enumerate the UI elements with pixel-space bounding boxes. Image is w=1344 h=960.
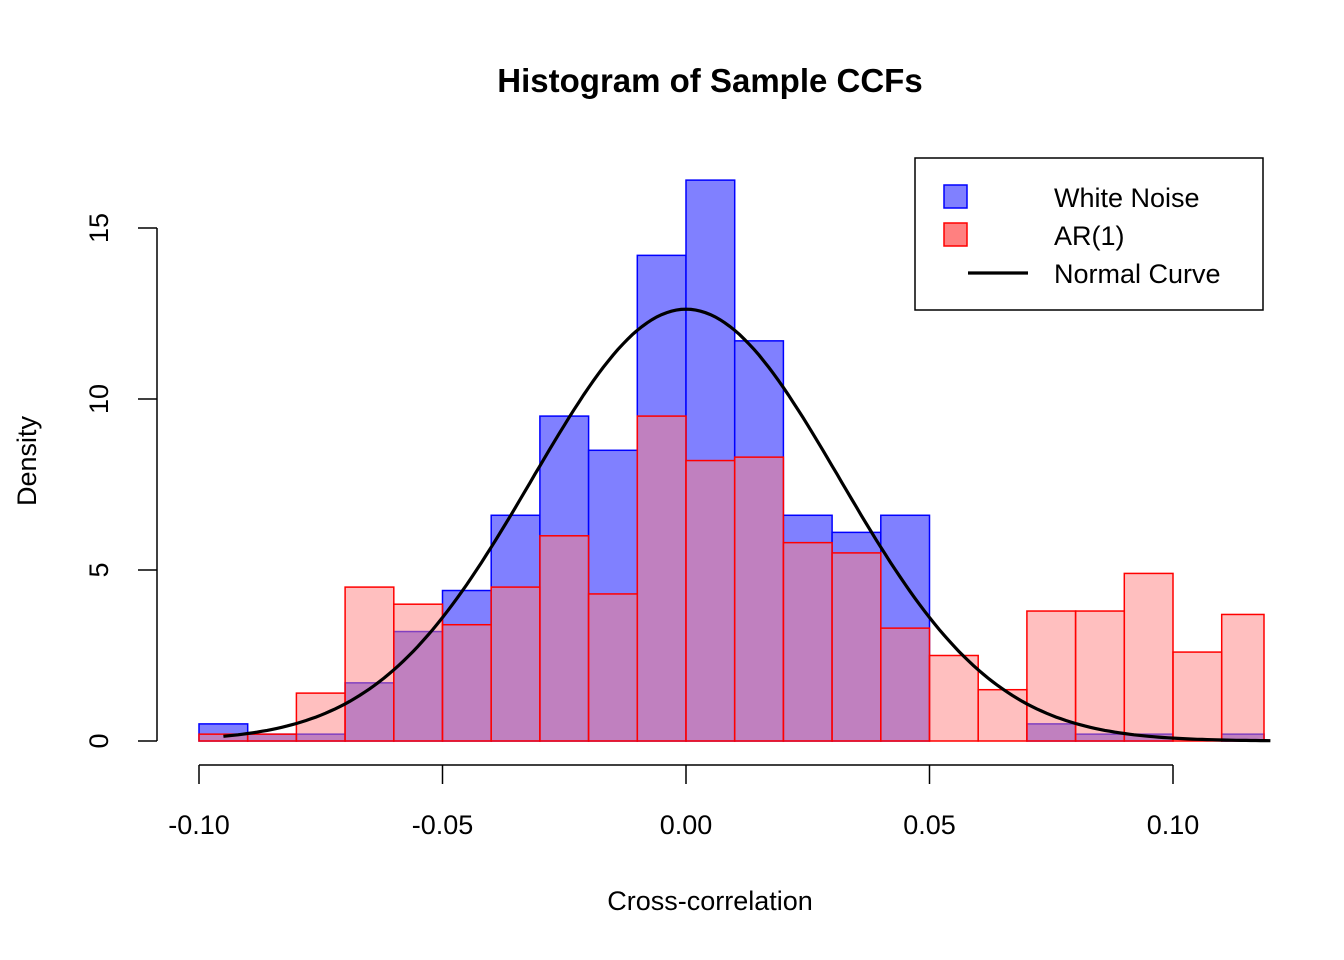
bar xyxy=(733,456,785,742)
y-axis: 0 5 10 15 xyxy=(84,213,158,749)
x-tick-label: -0.05 xyxy=(412,810,474,840)
x-tick-label: 0.00 xyxy=(660,810,713,840)
bar xyxy=(539,535,590,742)
legend-box xyxy=(914,157,1264,311)
normal-curve-line xyxy=(223,307,1271,743)
bar xyxy=(831,552,882,742)
legend-label-normal-curve: Normal Curve xyxy=(1054,259,1221,289)
x-tick-label: -0.10 xyxy=(168,810,230,840)
y-tick-label: 10 xyxy=(84,384,114,414)
bar xyxy=(685,459,736,742)
bar xyxy=(1074,610,1126,742)
legend-label-white-noise: White Noise xyxy=(1054,183,1200,213)
bar xyxy=(977,688,1028,742)
legend-swatch-white-noise xyxy=(943,184,968,209)
y-tick-label: 15 xyxy=(84,213,114,243)
bar xyxy=(587,593,639,742)
y-tick-label: 0 xyxy=(84,733,114,748)
bar xyxy=(246,733,298,742)
legend-swatch-ar1 xyxy=(943,222,968,247)
x-tick-label: 0.10 xyxy=(1147,810,1200,840)
x-axis: -0.10 -0.05 0.00 0.05 0.10 xyxy=(168,764,1200,840)
legend: White Noise AR(1) Normal Curve xyxy=(914,157,1264,311)
bar xyxy=(295,692,346,742)
series-ar1-bars xyxy=(198,415,1265,742)
x-axis-label: Cross-correlation xyxy=(607,886,813,916)
bar xyxy=(782,541,833,742)
bars-layer xyxy=(198,179,1265,742)
bar xyxy=(636,415,687,742)
legend-label-ar1: AR(1) xyxy=(1054,221,1125,251)
bar xyxy=(441,623,492,742)
bar xyxy=(880,627,931,742)
y-axis-label: Density xyxy=(12,415,42,506)
x-tick-label: 0.05 xyxy=(903,810,956,840)
chart-title: Histogram of Sample CCFs xyxy=(497,62,922,99)
bar xyxy=(1172,651,1223,742)
bar xyxy=(344,586,395,742)
bar xyxy=(1220,613,1265,742)
y-tick-label: 5 xyxy=(84,562,114,577)
bar xyxy=(1123,572,1174,742)
bar xyxy=(490,586,541,742)
bar xyxy=(928,654,979,742)
